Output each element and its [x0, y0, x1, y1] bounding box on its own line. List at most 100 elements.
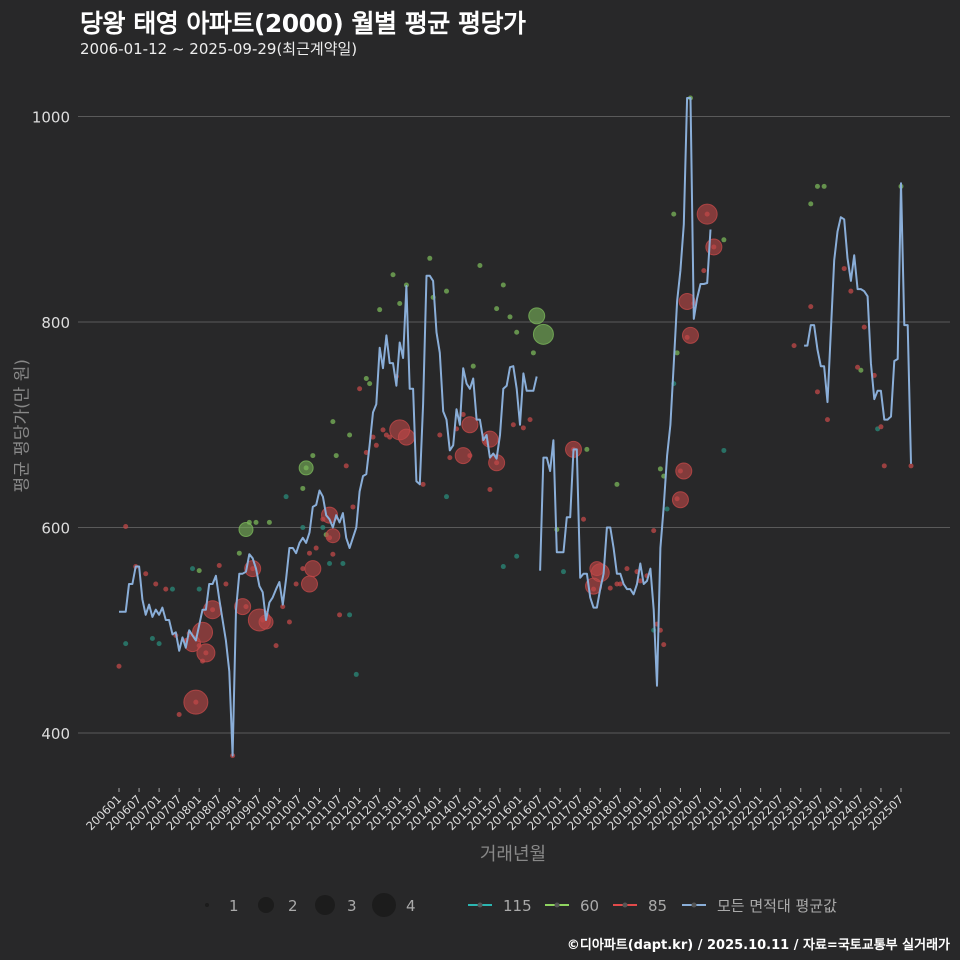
bubble-point [454, 447, 472, 465]
data-point [878, 424, 884, 430]
data-point [310, 453, 316, 459]
data-point [306, 550, 312, 556]
legend-dot [691, 902, 697, 908]
data-point [908, 463, 914, 469]
data-point [437, 432, 443, 438]
data-point [337, 612, 343, 618]
legend-size-label: 2 [288, 897, 298, 915]
data-point [300, 485, 306, 491]
bubble-point [397, 428, 415, 446]
bubble-point [325, 528, 341, 544]
data-point [380, 427, 386, 433]
data-point [584, 446, 590, 452]
data-point [671, 211, 677, 217]
y-tick-label: 800 [41, 314, 70, 332]
data-point [273, 643, 279, 649]
data-point [149, 635, 155, 641]
legend-dot [554, 902, 560, 908]
bubble-point [681, 326, 699, 344]
data-point [123, 523, 129, 529]
data-point [617, 581, 623, 587]
data-point [808, 304, 814, 310]
data-point [721, 237, 727, 243]
data-point [848, 288, 854, 294]
bubble-point [678, 292, 696, 310]
data-point [266, 519, 272, 525]
data-point [637, 578, 643, 584]
data-point [330, 551, 336, 557]
legend-dot [622, 902, 628, 908]
data-point [858, 367, 864, 373]
grid-lines [78, 116, 950, 734]
data-point [420, 481, 426, 487]
data-point [808, 201, 814, 207]
data-point [253, 519, 259, 525]
data-point [223, 581, 229, 587]
chart-title: 당왕 태영 아파트(2000) 월별 평균 평당가 [80, 9, 526, 38]
average-line [119, 97, 912, 757]
legend-size-label: 4 [406, 897, 416, 915]
legend-size-label: 1 [229, 897, 239, 915]
data-point [824, 417, 830, 423]
bubble-point [696, 203, 718, 225]
footer-credit: ©디아파트(dapt.kr) / 2025.10.11 / 자료=국토교통부 실… [566, 938, 950, 953]
data-point [357, 386, 363, 392]
legend-color-label: 85 [648, 897, 667, 915]
data-point [333, 453, 339, 459]
data-point [674, 350, 680, 356]
y-tick-label: 1000 [32, 109, 70, 127]
data-point [347, 612, 353, 618]
data-point [176, 712, 182, 718]
bubble-point [183, 689, 209, 715]
data-point [500, 282, 506, 288]
data-point [327, 560, 333, 566]
data-point [444, 494, 450, 500]
data-point [283, 494, 289, 500]
y-tick-label: 400 [41, 725, 70, 743]
data-point [614, 481, 620, 487]
legend-color-label: 115 [503, 897, 532, 915]
legend-size-marker [315, 895, 335, 915]
legend: 1 2 3 4 115 60 85 모든 면적대 평균값 [205, 893, 837, 917]
data-point [116, 663, 122, 669]
data-point [123, 641, 129, 647]
data-point [397, 301, 403, 307]
data-point [500, 564, 506, 570]
data-point [293, 581, 299, 587]
bubble-point [532, 323, 554, 345]
data-point [721, 447, 727, 453]
data-point [477, 262, 483, 268]
legend-size-label: 3 [347, 897, 357, 915]
data-point [487, 486, 493, 492]
data-point [216, 563, 222, 569]
bubble-point [298, 460, 314, 476]
data-point [367, 381, 373, 387]
y-axis-ticks: 400 600 800 1000 [32, 109, 70, 744]
scatter-points [116, 95, 914, 759]
data-point [330, 419, 336, 425]
data-point [350, 504, 356, 510]
data-point [387, 434, 393, 440]
bubble-point [238, 522, 254, 538]
data-point [143, 571, 149, 577]
bubble-point [304, 560, 322, 578]
data-point [390, 272, 396, 278]
bubble-point [589, 561, 605, 577]
data-point [363, 449, 369, 455]
x-axis-label: 거래년월 [479, 844, 547, 865]
data-point [560, 569, 566, 575]
data-point [447, 455, 453, 461]
chart-subtitle: 2006-01-12 ~ 2025-09-29(최근계약일) [80, 40, 358, 58]
data-point [881, 463, 887, 469]
data-point [651, 528, 657, 534]
data-point [664, 506, 670, 512]
bubble-point [300, 575, 318, 593]
data-point [196, 586, 202, 592]
bubble-point [671, 491, 689, 509]
data-point [280, 604, 286, 610]
data-point [841, 266, 847, 272]
data-point [530, 350, 536, 356]
y-tick-label: 600 [41, 520, 70, 538]
data-point [370, 434, 376, 440]
data-point [343, 463, 349, 469]
